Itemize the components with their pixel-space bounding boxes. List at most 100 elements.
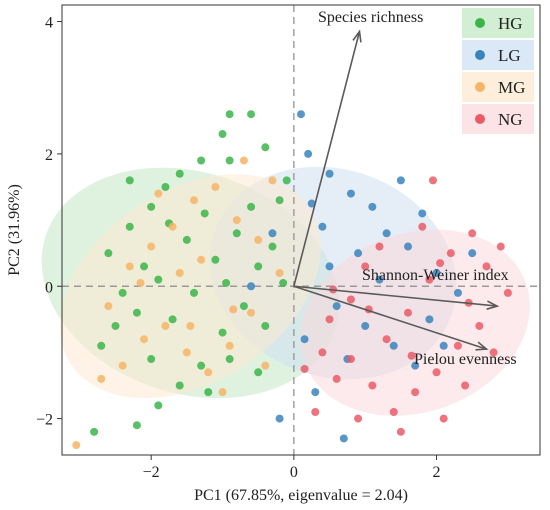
legend-swatch-hg bbox=[462, 8, 534, 38]
point-hg bbox=[168, 315, 177, 324]
legend: HG LG MG NG bbox=[462, 8, 534, 134]
point-mg bbox=[261, 361, 270, 370]
point-ng bbox=[418, 222, 427, 231]
point-mg bbox=[268, 176, 277, 185]
point-hg bbox=[154, 275, 163, 284]
point-mg bbox=[247, 308, 256, 317]
confidence-ellipses bbox=[41, 166, 530, 416]
vector-arrow-1 bbox=[293, 285, 498, 307]
point-lg bbox=[311, 388, 320, 397]
point-ng bbox=[489, 348, 498, 357]
point-ng bbox=[311, 407, 320, 416]
point-ng bbox=[446, 249, 455, 258]
point-hg bbox=[97, 341, 106, 350]
point-hg bbox=[282, 176, 291, 185]
point-ng bbox=[354, 414, 363, 423]
point-ng bbox=[318, 348, 327, 357]
point-lg bbox=[247, 282, 256, 291]
vector-label: Species richness bbox=[318, 9, 423, 26]
point-hg bbox=[268, 242, 277, 251]
point-hg bbox=[125, 176, 134, 185]
point-lg bbox=[325, 262, 334, 271]
point-ng bbox=[332, 374, 341, 383]
scatter-points bbox=[72, 110, 512, 450]
point-lg bbox=[318, 222, 327, 231]
point-hg bbox=[222, 278, 231, 287]
vector-arrowhead-0 bbox=[352, 29, 362, 43]
point-ng bbox=[368, 381, 377, 390]
point-lg bbox=[325, 169, 334, 178]
point-mg bbox=[161, 321, 170, 330]
point-mg bbox=[118, 361, 127, 370]
point-mg bbox=[97, 374, 106, 383]
point-mg bbox=[239, 156, 248, 165]
point-hg bbox=[111, 321, 120, 330]
point-ng bbox=[461, 381, 470, 390]
point-ng bbox=[382, 335, 391, 344]
point-ng bbox=[428, 176, 437, 185]
point-mg bbox=[104, 302, 113, 311]
point-lg bbox=[439, 341, 448, 350]
point-hg bbox=[211, 255, 220, 264]
point-hg bbox=[254, 368, 263, 377]
point-lg bbox=[368, 202, 377, 211]
point-mg bbox=[186, 321, 195, 330]
legend-swatch-mg bbox=[462, 72, 534, 102]
point-mg bbox=[154, 189, 163, 198]
point-hg bbox=[147, 355, 156, 364]
point-ng bbox=[475, 321, 484, 330]
legend-marker-lg bbox=[475, 50, 485, 60]
point-ng bbox=[375, 242, 384, 251]
point-hg bbox=[261, 143, 270, 152]
point-hg bbox=[200, 209, 209, 218]
legend-label-hg: HG bbox=[498, 14, 523, 33]
point-hg bbox=[197, 156, 206, 165]
point-hg bbox=[132, 421, 141, 430]
point-mg bbox=[232, 216, 241, 225]
loading-vectors: Species richness Shannon-Weiner index Piel… bbox=[293, 9, 517, 368]
point-mg bbox=[182, 348, 191, 357]
point-ng bbox=[496, 242, 505, 251]
point-hg bbox=[275, 196, 284, 205]
point-lg bbox=[404, 242, 413, 251]
point-mg bbox=[125, 262, 134, 271]
point-mg bbox=[175, 269, 184, 278]
point-ng bbox=[389, 407, 398, 416]
y-tick-label: 4 bbox=[45, 15, 53, 32]
point-hg bbox=[197, 361, 206, 370]
point-lg bbox=[268, 229, 277, 238]
point-mg bbox=[136, 278, 145, 287]
point-mg bbox=[204, 368, 213, 377]
vector-arrowhead-2 bbox=[475, 341, 489, 351]
point-hg bbox=[225, 156, 234, 165]
point-ng bbox=[396, 427, 405, 436]
point-hg bbox=[247, 110, 256, 119]
point-ng bbox=[411, 388, 420, 397]
point-lg bbox=[339, 434, 348, 443]
x-tick-label: 2 bbox=[433, 464, 441, 481]
y-tick-label: 0 bbox=[45, 279, 53, 296]
point-hg bbox=[118, 288, 127, 297]
point-lg bbox=[275, 414, 284, 423]
vector-arrow-0 bbox=[293, 31, 361, 287]
point-hg bbox=[279, 278, 288, 287]
y-axis-label: PC2 (31.96%) bbox=[6, 184, 23, 276]
point-lg bbox=[307, 199, 316, 208]
point-ng bbox=[453, 341, 462, 350]
point-hg bbox=[147, 202, 156, 211]
legend-swatch-lg bbox=[462, 40, 534, 70]
point-mg bbox=[140, 335, 149, 344]
point-hg bbox=[175, 169, 184, 178]
vector-arrow-2 bbox=[293, 285, 487, 350]
legend-label-ng: NG bbox=[498, 110, 523, 129]
point-lg bbox=[453, 288, 462, 297]
point-lg bbox=[332, 302, 341, 311]
point-ng bbox=[346, 355, 355, 364]
point-lg bbox=[361, 321, 370, 330]
point-mg bbox=[211, 182, 220, 191]
point-lg bbox=[375, 275, 384, 284]
zero-reference-lines bbox=[62, 5, 540, 455]
point-ng bbox=[361, 262, 370, 271]
point-hg bbox=[218, 130, 227, 139]
